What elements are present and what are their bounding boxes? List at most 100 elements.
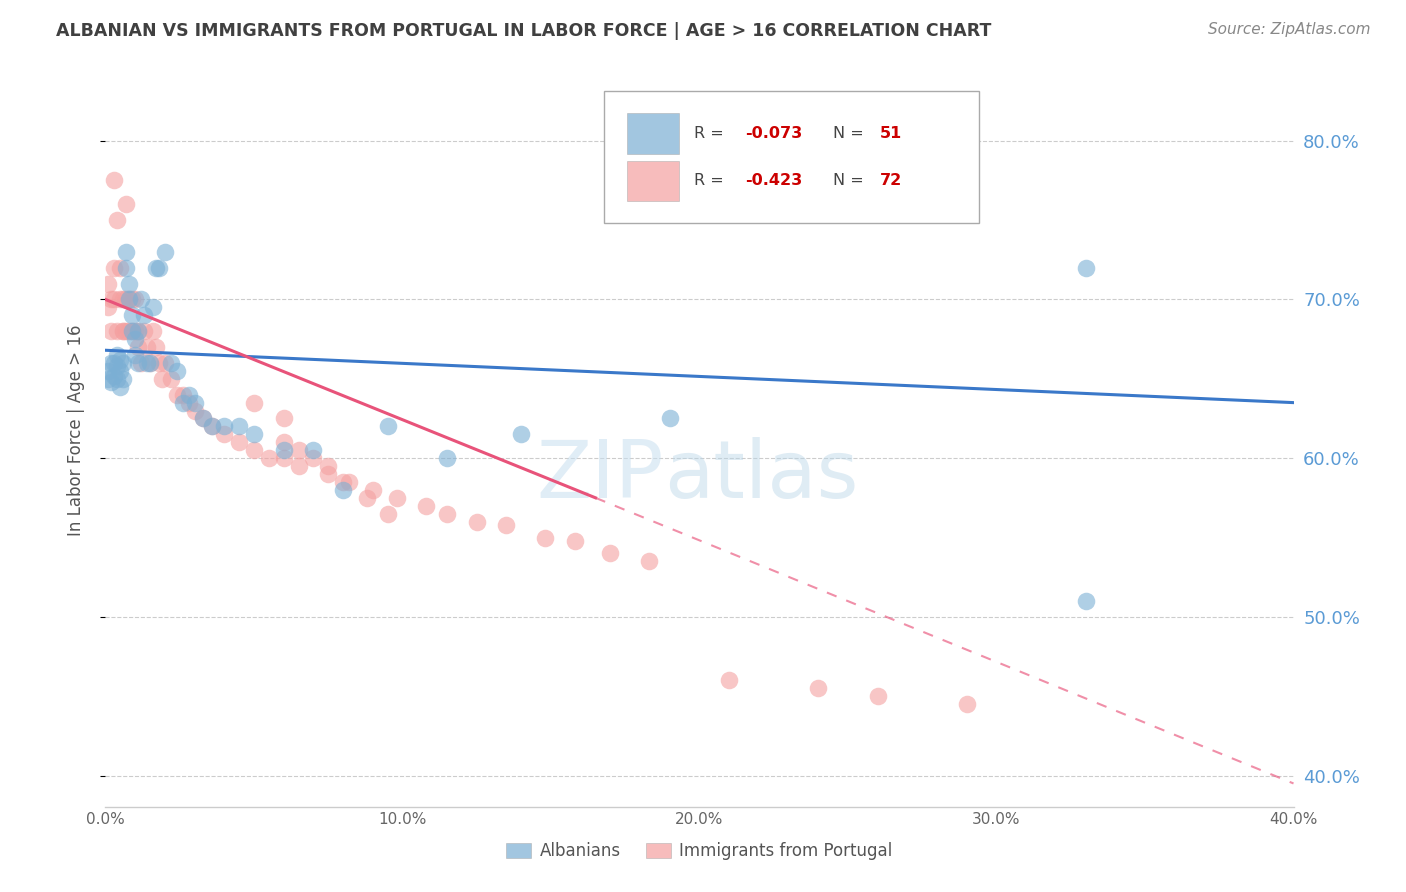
- Point: [124, 348, 146, 362]
- Text: N =: N =: [832, 126, 869, 141]
- Point: [112, 324, 135, 338]
- Point: [177, 395, 200, 409]
- Point: [121, 324, 143, 338]
- Point: [136, 340, 159, 354]
- Point: [243, 427, 266, 442]
- Point: [118, 277, 141, 291]
- Point: [332, 483, 354, 497]
- Point: [273, 443, 295, 458]
- Point: [127, 340, 149, 354]
- Point: [112, 293, 135, 307]
- Point: [599, 546, 621, 560]
- Point: [142, 301, 165, 315]
- Point: [103, 260, 125, 275]
- Point: [100, 356, 122, 370]
- Point: [807, 681, 830, 696]
- Point: [287, 459, 309, 474]
- Point: [228, 419, 250, 434]
- Point: [201, 419, 224, 434]
- Point: [115, 324, 138, 338]
- Point: [415, 499, 437, 513]
- Point: [201, 419, 224, 434]
- Point: [385, 491, 408, 505]
- Point: [105, 372, 128, 386]
- Point: [132, 324, 155, 338]
- Point: [100, 293, 122, 307]
- Point: [124, 332, 146, 346]
- Point: [112, 356, 135, 370]
- Point: [148, 260, 170, 275]
- Point: [273, 435, 295, 450]
- Point: [273, 411, 295, 425]
- Point: [139, 356, 162, 370]
- Point: [100, 324, 122, 338]
- Point: [105, 324, 128, 338]
- Point: [115, 244, 138, 259]
- Point: [103, 368, 125, 383]
- Point: [866, 689, 889, 703]
- Text: N =: N =: [832, 173, 869, 188]
- Point: [302, 451, 325, 466]
- Point: [718, 673, 741, 688]
- Point: [105, 348, 128, 362]
- Point: [145, 340, 167, 354]
- Point: [142, 324, 165, 338]
- Point: [148, 356, 170, 370]
- Y-axis label: In Labor Force | Age > 16: In Labor Force | Age > 16: [66, 325, 84, 536]
- Point: [139, 356, 162, 370]
- Point: [638, 554, 661, 568]
- Point: [337, 475, 360, 489]
- Point: [302, 443, 325, 458]
- Point: [356, 491, 378, 505]
- Point: [105, 359, 128, 373]
- Legend: Albanians, Immigrants from Portugal: Albanians, Immigrants from Portugal: [499, 836, 900, 867]
- Text: -0.423: -0.423: [745, 173, 801, 188]
- Point: [132, 309, 155, 323]
- Text: 72: 72: [880, 173, 903, 188]
- Point: [105, 213, 128, 227]
- Point: [166, 364, 188, 378]
- Point: [129, 356, 152, 370]
- Point: [510, 427, 533, 442]
- Point: [257, 451, 280, 466]
- Point: [166, 387, 188, 401]
- Point: [361, 483, 384, 497]
- Text: ZIP: ZIP: [537, 436, 664, 515]
- Point: [115, 293, 138, 307]
- Point: [436, 451, 458, 466]
- Point: [316, 467, 339, 481]
- Point: [118, 324, 141, 338]
- Point: [103, 173, 125, 187]
- Point: [121, 309, 143, 323]
- Point: [1074, 594, 1097, 608]
- Point: [103, 293, 125, 307]
- Text: -0.073: -0.073: [745, 126, 801, 141]
- Point: [110, 260, 132, 275]
- Point: [495, 517, 517, 532]
- Point: [183, 395, 205, 409]
- Point: [150, 372, 173, 386]
- Point: [121, 293, 143, 307]
- Point: [115, 197, 138, 211]
- Text: atlas: atlas: [664, 436, 858, 515]
- Text: 51: 51: [880, 126, 903, 141]
- Point: [1074, 260, 1097, 275]
- Point: [124, 324, 146, 338]
- Point: [214, 427, 236, 442]
- Point: [377, 507, 399, 521]
- Point: [127, 356, 149, 370]
- Point: [316, 459, 339, 474]
- Point: [159, 356, 181, 370]
- FancyBboxPatch shape: [605, 91, 979, 223]
- Point: [183, 403, 205, 417]
- Point: [110, 380, 132, 394]
- Point: [193, 411, 215, 425]
- Point: [127, 324, 149, 338]
- Point: [97, 277, 120, 291]
- Point: [103, 356, 125, 370]
- Point: [136, 356, 159, 370]
- Point: [377, 419, 399, 434]
- Point: [436, 507, 458, 521]
- Point: [145, 260, 167, 275]
- Point: [243, 443, 266, 458]
